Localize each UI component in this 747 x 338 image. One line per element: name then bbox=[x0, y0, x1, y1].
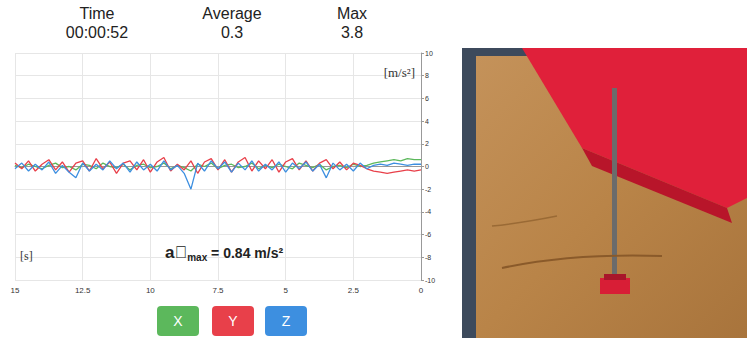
svg-text:-6: -6 bbox=[425, 231, 431, 238]
svg-text:10: 10 bbox=[425, 50, 433, 57]
svg-text:0: 0 bbox=[419, 286, 424, 295]
svg-text:-10: -10 bbox=[425, 277, 435, 284]
svg-text:10: 10 bbox=[146, 286, 155, 295]
svg-text:[m/s²]: [m/s²] bbox=[384, 65, 415, 80]
html-text:Z: Z bbox=[281, 313, 291, 329]
svg-text:a⃗: a⃗ bbox=[165, 243, 187, 262]
svg-text:5: 5 bbox=[283, 286, 288, 295]
html-text:Time: Time bbox=[79, 5, 115, 22]
svg-text:[s]: [s] bbox=[20, 249, 33, 263]
svg-text:= 0.84 m/s²: = 0.84 m/s² bbox=[207, 245, 283, 261]
svg-text:-2: -2 bbox=[425, 186, 431, 193]
html-text:X: X bbox=[173, 313, 183, 329]
svg-text:8: 8 bbox=[425, 72, 429, 79]
html-text:3.8: 3.8 bbox=[340, 24, 364, 41]
html-text:0.3: 0.3 bbox=[220, 24, 244, 41]
svg-text:0: 0 bbox=[425, 163, 429, 170]
html-text:Average: Average bbox=[202, 5, 262, 22]
svg-text:2.5: 2.5 bbox=[348, 286, 360, 295]
svg-text:12.5: 12.5 bbox=[75, 286, 91, 295]
svg-text:2: 2 bbox=[425, 140, 429, 147]
html-text:Y: Y bbox=[228, 313, 238, 329]
svg-text:6: 6 bbox=[425, 95, 429, 102]
html-text:Max: Max bbox=[336, 5, 368, 22]
svg-text:15: 15 bbox=[11, 286, 20, 295]
svg-text:max: max bbox=[187, 252, 207, 263]
svg-text:7.5: 7.5 bbox=[212, 286, 224, 295]
html-text:00:00:52: 00:00:52 bbox=[65, 24, 129, 41]
svg-text:-8: -8 bbox=[425, 254, 431, 261]
svg-text:-4: -4 bbox=[425, 208, 431, 215]
svg-text:4: 4 bbox=[425, 118, 429, 125]
